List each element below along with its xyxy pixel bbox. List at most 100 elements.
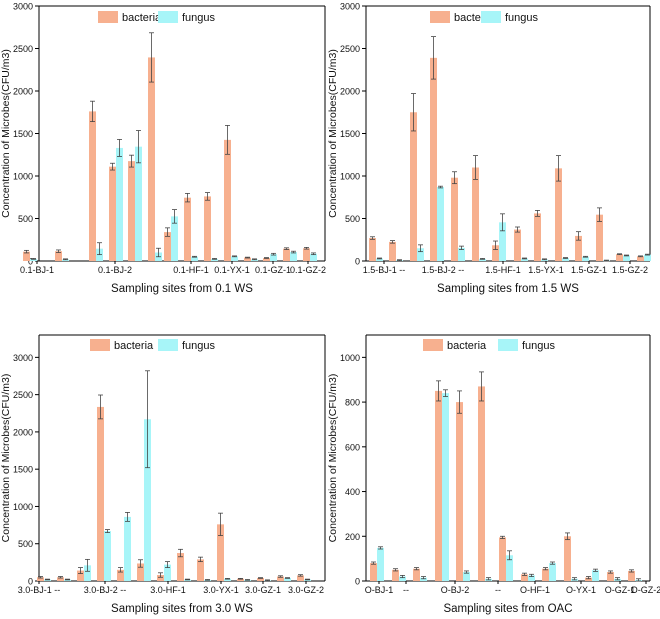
fungus-bar [231,256,238,261]
fungus-bar [592,570,599,581]
fungus-bar [224,578,231,581]
bacteria-bar [184,197,191,261]
bacteria-bar [456,402,463,581]
fungus-bar [458,247,465,261]
x-tick-label: 0.1-HF-1 [173,265,209,275]
x-tick-label: O-BJ-2 [441,585,470,595]
fungus-bar [171,216,178,261]
fungus-bar [284,578,291,581]
bacteria-bar [128,161,135,261]
fungus-bar [623,255,630,261]
bacteria-bar [616,254,623,261]
fungus-bar [377,547,384,581]
x-tick-label: 3.0-GZ-1 [245,585,281,595]
fungus-bar [191,256,198,261]
legend-label-fungus: fungus [522,340,556,352]
fungus-bar [506,555,513,581]
bacteria-bar [534,213,541,261]
fungus-bar [84,565,91,581]
bacteria-bar [137,563,144,581]
fungus-bar [135,146,142,261]
y-tick-label: 2000 [13,427,33,437]
fungus-bar [290,252,297,261]
y-tick-label: 1500 [13,129,33,139]
bacteria-bar [157,575,164,581]
y-tick-label: 0 [355,257,360,267]
fungus-bar [582,256,589,261]
x-tick-label: O-BJ-1 [365,585,394,595]
fungus-bar [124,516,131,581]
bacteria-bar [117,569,124,581]
y-tick-label: 1000 [13,502,33,512]
y-tick-label: 500 [18,539,33,549]
fungus-bar [310,253,317,261]
bacteria-bar [283,248,290,261]
bacteria-bar [148,57,155,261]
y-tick-label: 200 [345,532,360,542]
y-tick-label: 0 [28,577,33,587]
x-tick-label: 1.5-GZ-2 [612,265,648,275]
x-tick-label: 1.5-BJ-1 -- [363,265,406,275]
bacteria-bar [164,232,171,261]
bacteria-bar [637,256,644,261]
x-tick-label: 3.0-HF-1 [150,585,186,595]
bacteria-bar [555,168,562,261]
legend-label-fungus: fungus [182,12,216,24]
bacteria-bar [392,569,399,581]
bacteria-bar [521,574,528,581]
y-tick-label: 3000 [13,2,33,12]
y-axis-title: Concentration of Microbes(CFU/m3) [327,374,339,543]
bacteria-bar [585,577,592,581]
bacteria-bar [499,537,506,581]
legend-label-fungus: fungus [182,340,216,352]
bacteria-bar [628,570,635,581]
bacteria-bar [177,553,184,581]
y-tick-label: 3000 [13,353,33,363]
y-tick-label: 1500 [340,129,360,139]
fungus-bar [479,258,486,261]
fungus-bar [549,563,556,581]
legend-label-fungus: fungus [505,12,539,24]
bacteria-bar [514,229,521,261]
legend-swatch-fungus [158,11,178,23]
bacteria-bar [410,112,417,261]
x-tick-label: O-YX-1 [566,585,596,595]
bacteria-bar [224,139,231,261]
y-tick-label: 1000 [13,172,33,182]
y-axis-title: Concentration of Microbes(CFU/m3) [0,374,12,543]
bacteria-bar [109,166,116,261]
fungus-bar [528,575,535,581]
x-tick-label: 3.0-YX-1 [203,585,239,595]
fungus-bar [164,564,171,581]
x-tick-label: 3.0-BJ-1 -- [18,585,61,595]
y-tick-label: 2500 [13,390,33,400]
chart-panel-2: 0 500 1000 1500 2000 2500 3000 Concentration of… [327,2,651,295]
legend-label-bacteria: bacteria [122,12,162,24]
legend-swatch-bacteria [430,11,450,23]
bacteria-bar [451,177,458,261]
bacteria-bar [472,167,479,261]
bacteria-bar [55,251,62,261]
bacteria-bar [263,258,270,261]
x-tick-label: O-GZ-2 [631,585,660,595]
bacteria-bar [97,406,104,581]
y-tick-label: 500 [18,214,33,224]
legend-swatch-bacteria [98,11,118,23]
bacteria-bar [37,577,44,581]
bacteria-bar [389,241,396,261]
y-tick-label: 0 [28,257,33,267]
fungus-bar [437,187,444,261]
fungus-bar [399,576,406,581]
x-tick-label: -- [403,585,409,595]
fungus-bar [270,254,277,261]
bacteria-bar [607,572,614,581]
bacteria-bar [413,568,420,581]
bacteria-bar [478,386,485,581]
bacteria-bar [370,563,377,581]
y-tick-label: 3000 [340,2,360,12]
x-axis-title: Sampling sites from 0.1 WS [111,283,253,295]
x-tick-label: O-HF-1 [520,585,550,595]
x-tick-label: 0.1-BJ-1 [20,265,54,275]
x-tick-label: 3.0-GZ-2 [288,585,324,595]
